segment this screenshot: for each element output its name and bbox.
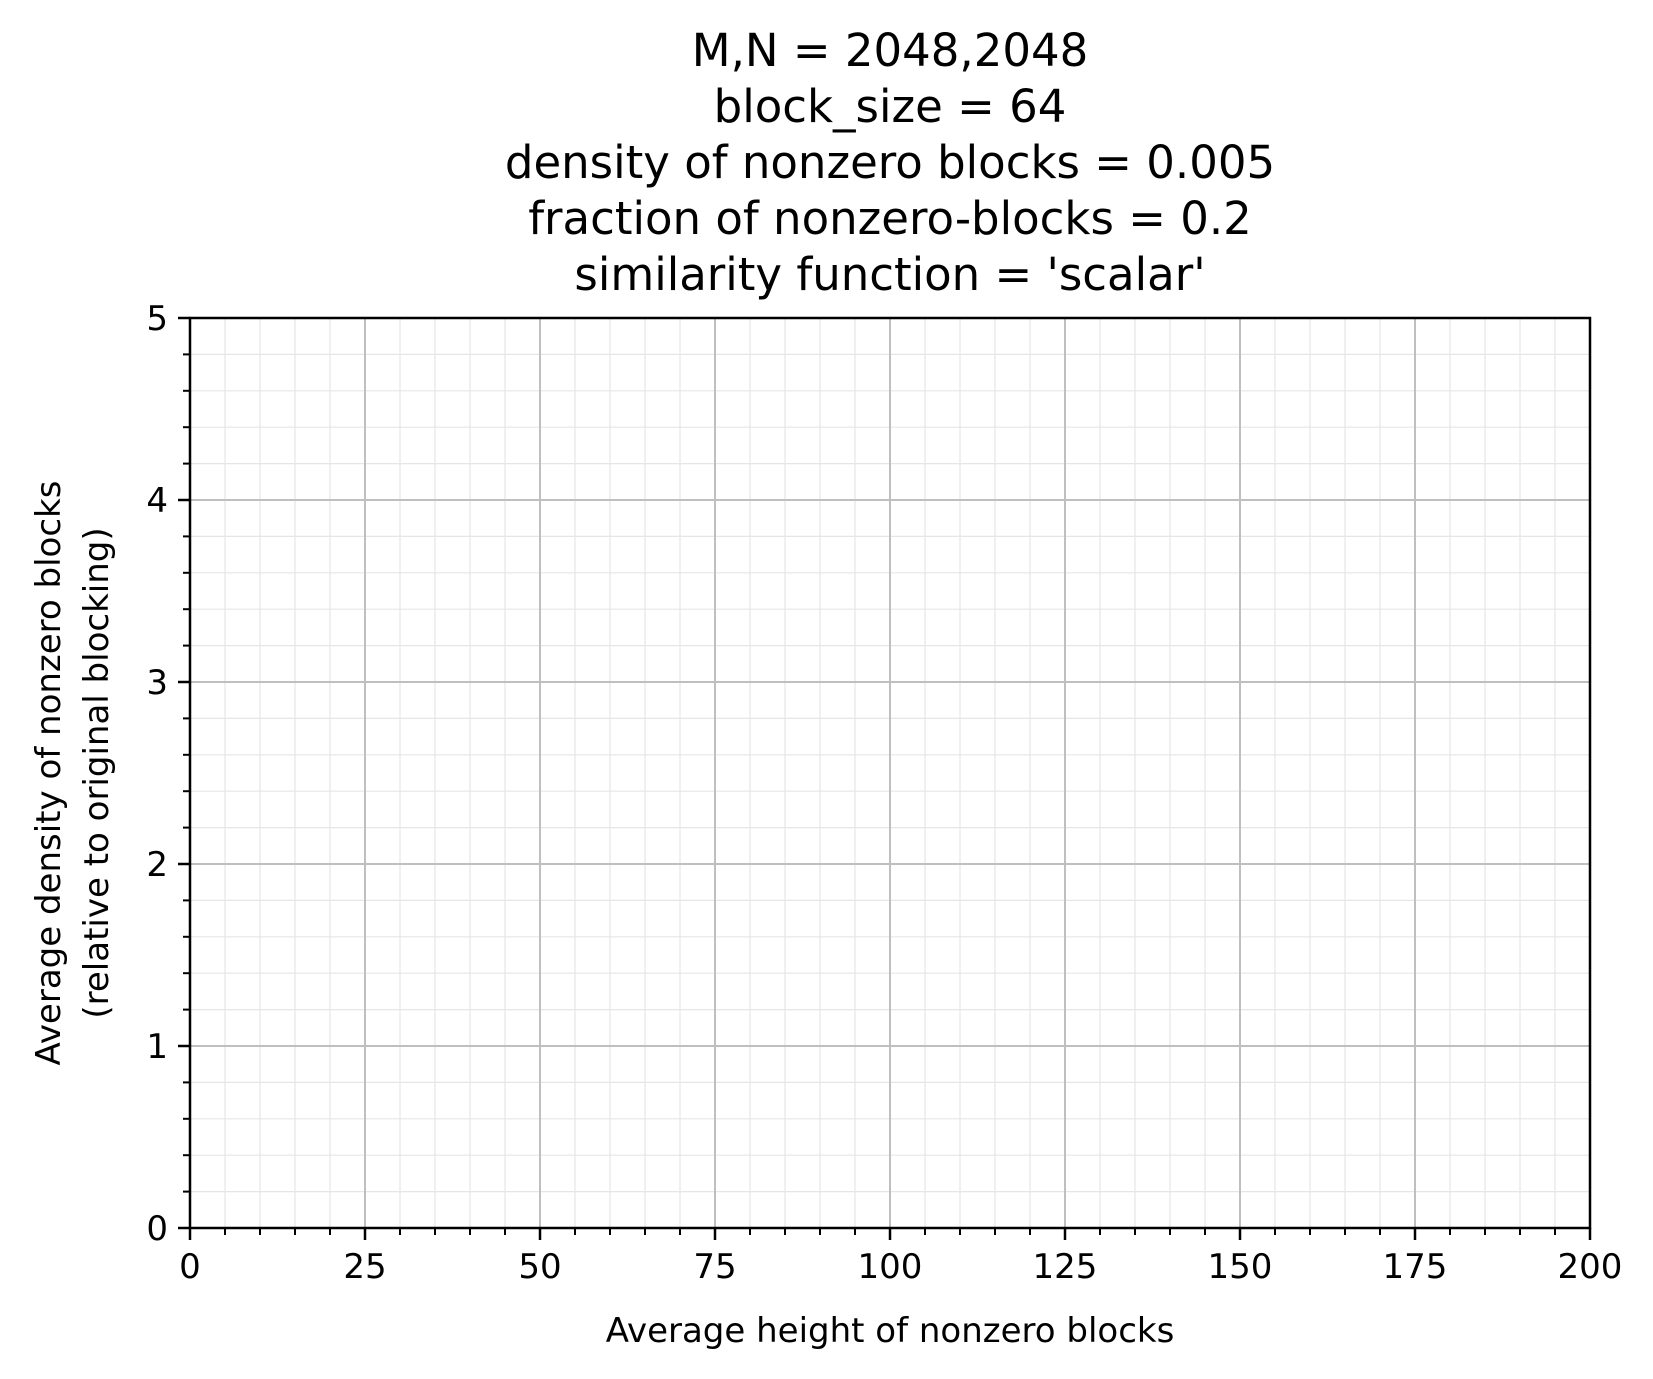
x-tick-label: 50 — [518, 1247, 561, 1287]
x-tick-label: 25 — [343, 1247, 386, 1287]
y-axis-ticks: 0 1 2 3 4 5 — [146, 299, 190, 1249]
title-line: M,N = 2048,2048 — [692, 24, 1088, 77]
y-axis-label: Average density of nonzero blocks (relati… — [29, 481, 117, 1066]
y-tick-label: 5 — [146, 299, 168, 339]
title-line: block_size = 64 — [714, 80, 1067, 133]
y-axis-label-line: Average density of nonzero blocks — [29, 481, 69, 1066]
major-grid — [190, 318, 1590, 1228]
x-tick-label: 100 — [858, 1247, 923, 1287]
y-tick-label: 4 — [146, 481, 168, 521]
x-tick-label: 0 — [179, 1247, 201, 1287]
x-tick-label: 75 — [693, 1247, 736, 1287]
title-line: similarity function = 'scalar' — [574, 248, 1205, 301]
y-tick-label: 2 — [146, 845, 168, 885]
y-tick-label: 3 — [146, 663, 168, 703]
y-tick-label: 0 — [146, 1209, 168, 1249]
x-tick-label: 200 — [1558, 1247, 1623, 1287]
y-axis-label-line: (relative to original blocking) — [77, 527, 117, 1018]
x-axis-label: Average height of nonzero blocks — [606, 1311, 1175, 1351]
x-tick-label: 175 — [1383, 1247, 1448, 1287]
x-tick-label: 125 — [1033, 1247, 1098, 1287]
x-tick-label: 150 — [1208, 1247, 1273, 1287]
y-tick-label: 1 — [146, 1027, 168, 1067]
x-axis-ticks: 0 25 50 75 100 125 150 175 200 — [179, 1228, 1622, 1287]
title-line: fraction of nonzero-blocks = 0.2 — [528, 192, 1252, 245]
title-line: density of nonzero blocks = 0.005 — [505, 136, 1275, 189]
